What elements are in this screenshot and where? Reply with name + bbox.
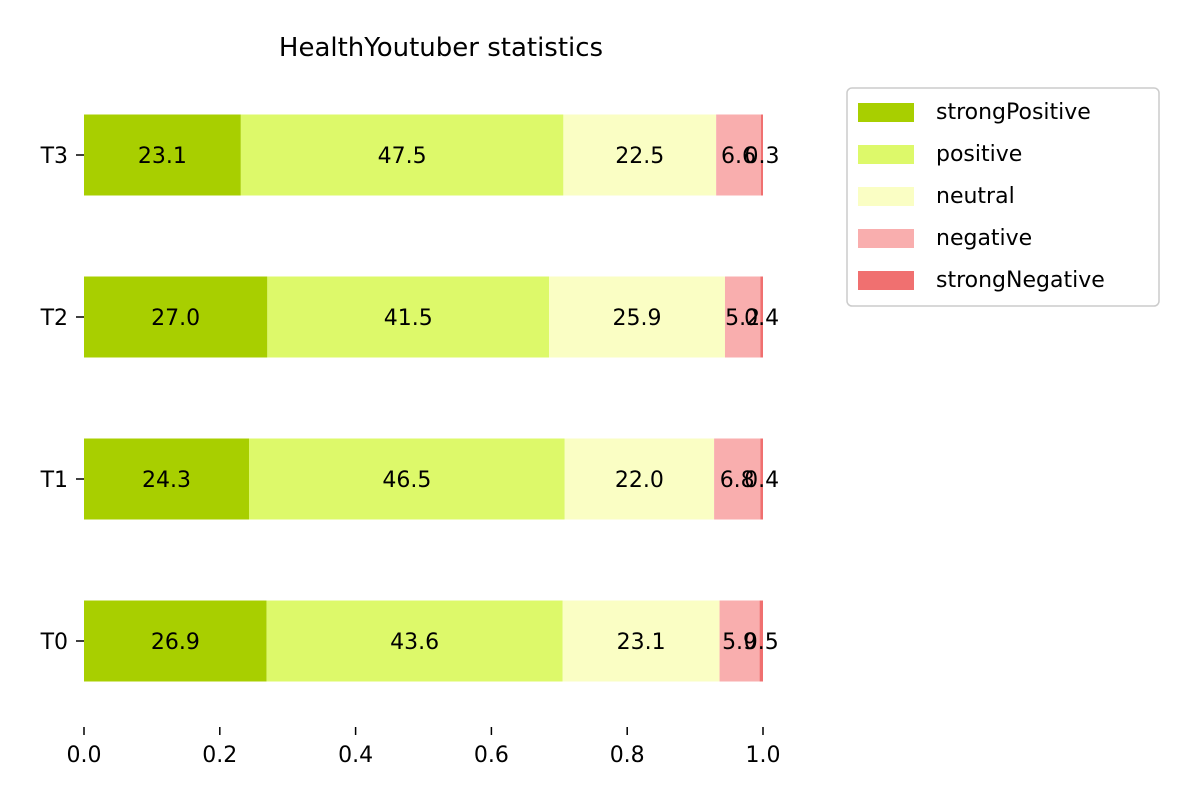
bar-label-strongPositive-T3: 23.1 (138, 144, 187, 169)
bar-label-negative-T2: 5.2 (725, 306, 760, 331)
bar-strongPositive-T0 (84, 600, 267, 682)
bar-strongPositive-T3 (84, 114, 241, 196)
bar-strongNegative-T0 (759, 600, 763, 682)
bar-neutral-T0 (562, 600, 720, 682)
bar-label-positive-T1: 46.5 (382, 468, 431, 493)
bar-negative-T0 (719, 600, 760, 682)
legend-swatch-neutral (858, 187, 914, 206)
bar-label-neutral-T0: 23.1 (617, 630, 666, 655)
chart-title: HealthYoutuber statistics (279, 33, 603, 63)
bar-negative-T3 (716, 114, 761, 196)
y-tick-label-T2: T2 (40, 306, 68, 331)
bar-label-neutral-T3: 22.5 (615, 144, 664, 169)
bar-positive-T2 (267, 276, 550, 358)
x-tick-label-0: 0.0 (67, 743, 102, 768)
bar-neutral-T3 (563, 114, 717, 196)
legend-label-strongNegative: strongNegative (936, 268, 1105, 293)
bar-strongNegative-T3 (760, 114, 763, 196)
bar-positive-T0 (266, 600, 563, 682)
bar-label-strongPositive-T1: 24.3 (142, 468, 191, 493)
legend-swatch-strongPositive (858, 103, 914, 122)
bar-label-strongNegative-T2: 0.4 (744, 306, 779, 331)
legend-label-negative: negative (936, 226, 1032, 251)
legend-label-strongPositive: strongPositive (936, 100, 1091, 125)
bar-strongNegative-T2 (760, 276, 763, 358)
bar-label-positive-T2: 41.5 (384, 306, 433, 331)
x-tick-label-4: 0.8 (610, 743, 645, 768)
legend-label-neutral: neutral (936, 184, 1015, 209)
bar-label-strongNegative-T0: 0.5 (744, 630, 779, 655)
y-tick-label-T1: T1 (40, 468, 68, 493)
bar-neutral-T2 (549, 276, 725, 358)
bar-strongNegative-T1 (760, 438, 763, 520)
bar-label-strongNegative-T1: 0.4 (744, 468, 779, 493)
bar-strongPositive-T2 (84, 276, 268, 358)
y-tick-label-T3: T3 (40, 144, 68, 169)
legend-swatch-negative (858, 229, 914, 248)
bar-label-negative-T1: 6.8 (720, 468, 755, 493)
legend-swatch-positive (858, 145, 914, 164)
x-tick-label-1: 0.2 (202, 743, 237, 768)
x-tick-label-2: 0.4 (338, 743, 373, 768)
bar-label-positive-T0: 43.6 (390, 630, 439, 655)
x-axis: 0.0 0.2 0.4 0.6 0.8 1.0 (67, 727, 781, 768)
bar-strongPositive-T1 (84, 438, 249, 520)
y-axis: T0 T1 T2 T3 (40, 144, 84, 655)
y-tick-label-T0: T0 (40, 630, 68, 655)
legend-frame (846, 87, 1160, 307)
bar-positive-T1 (248, 438, 565, 520)
bar-positive-T3 (240, 114, 564, 196)
legend: strongPositive positive neutral negative str… (846, 87, 1160, 307)
bar-negative-T1 (714, 438, 761, 520)
bar-label-strongNegative-T3: 0.3 (744, 144, 779, 169)
bar-neutral-T1 (564, 438, 715, 520)
legend-swatch-strongNegative (858, 271, 914, 290)
bars-layer (84, 114, 763, 682)
bar-label-neutral-T1: 22.0 (615, 468, 664, 493)
bar-label-positive-T3: 47.5 (378, 144, 427, 169)
bar-label-strongPositive-T0: 26.9 (151, 630, 200, 655)
bar-label-negative-T0: 5.9 (722, 630, 757, 655)
bar-label-strongPositive-T2: 27.0 (151, 306, 200, 331)
bar-labels-layer: 26.9 43.6 23.1 5.90.524.3 46.5 22.0 6.80.427.0… (138, 144, 780, 655)
x-tick-label-5: 1.0 (746, 743, 781, 768)
bar-label-neutral-T2: 25.9 (613, 306, 662, 331)
legend-label-positive: positive (936, 142, 1022, 167)
x-tick-label-3: 0.6 (474, 743, 509, 768)
bar-label-negative-T3: 6.6 (721, 144, 756, 169)
bar-negative-T2 (724, 276, 761, 358)
